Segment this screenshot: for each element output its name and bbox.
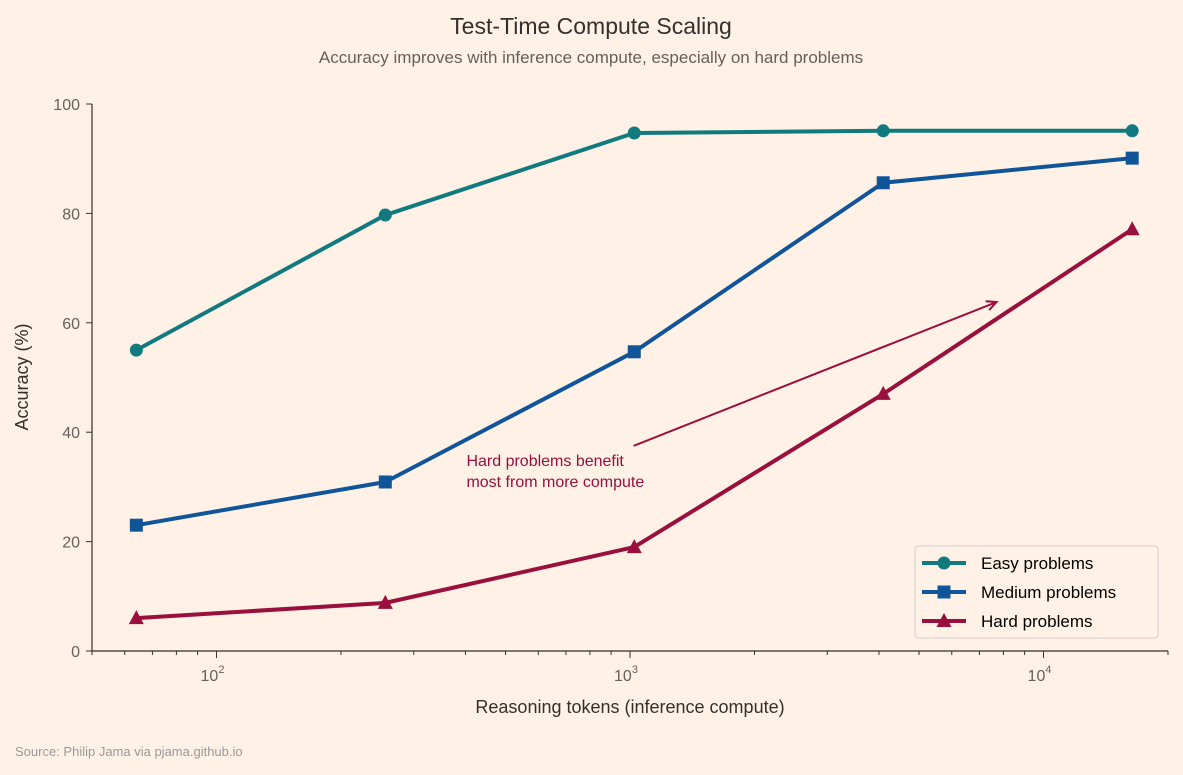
- legend-label: Hard problems: [981, 612, 1093, 631]
- circle-marker-icon: [937, 556, 951, 570]
- data-point: [627, 126, 641, 140]
- data-point: [876, 124, 890, 138]
- annotation-text: Hard problems benefit: [466, 453, 624, 470]
- triangle-marker-icon: [936, 613, 952, 627]
- legend-label: Medium problems: [981, 583, 1116, 602]
- data-point: [129, 518, 143, 532]
- series-easy-problems: [129, 124, 1139, 357]
- series-line: [135, 156, 1133, 528]
- legend-label: Easy problems: [981, 554, 1093, 573]
- ticks: 0 20 40 60 80 100 102 103 104: [53, 97, 1169, 685]
- data-point: [1125, 151, 1139, 165]
- y-tick-label: 60: [62, 316, 80, 333]
- x-tick-label: 102: [201, 664, 225, 685]
- data-point: [128, 610, 144, 625]
- series-hard-problems: [128, 221, 1140, 625]
- x-tick-label: 103: [614, 664, 638, 685]
- data-point: [378, 475, 392, 489]
- arrowhead-icon: [985, 300, 999, 311]
- data-point: [129, 343, 143, 357]
- y-tick-label: 40: [62, 425, 80, 442]
- y-axis-label: Accuracy (%): [12, 323, 32, 430]
- y-tick-label: 100: [53, 97, 80, 114]
- y-tick-label: 0: [71, 644, 80, 661]
- annotation-text: most from more compute: [466, 474, 644, 491]
- y-tick-label: 20: [62, 535, 80, 552]
- data-point: [378, 208, 392, 222]
- legend-box: [914, 545, 1159, 639]
- data-point: [626, 539, 642, 554]
- series-medium-problems: [129, 151, 1139, 532]
- annotation: Hard problems benefit most from more comp…: [466, 300, 999, 491]
- x-tick-label: 104: [1028, 664, 1052, 685]
- series-line: [135, 128, 1133, 352]
- source-note: Source: Philip Jama via pjama.github.io: [15, 744, 243, 759]
- legend: Easy problems Medium problems Hard problem…: [914, 545, 1159, 639]
- data-point: [876, 176, 890, 190]
- data-point: [875, 385, 891, 400]
- x-axis-label: Reasoning tokens (inference compute): [475, 697, 784, 717]
- y-tick-label: 80: [62, 206, 80, 223]
- data-point: [377, 594, 393, 609]
- series-group: [128, 124, 1140, 625]
- data-point: [1124, 221, 1140, 236]
- data-point: [1125, 124, 1139, 138]
- square-marker-icon: [937, 585, 951, 599]
- annotation-arrow: [633, 301, 997, 447]
- chart-title: Test-Time Compute Scaling: [450, 13, 732, 39]
- data-point: [627, 345, 641, 359]
- chart-subtitle: Accuracy improves with inference compute…: [319, 48, 863, 67]
